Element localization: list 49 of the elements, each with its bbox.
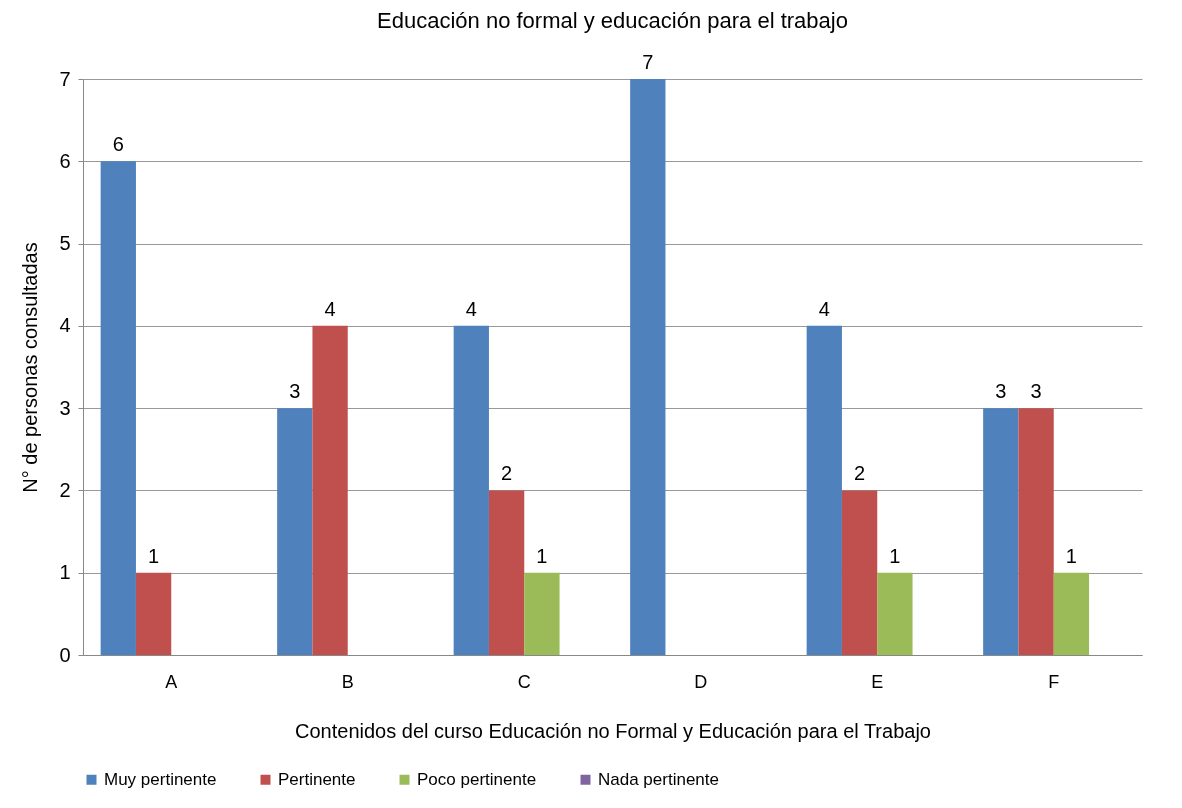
x-tick-label: C [517, 671, 531, 692]
x-tick-label: B [341, 671, 354, 692]
y-tick-label: 2 [59, 478, 71, 501]
chart-title: Educación no formal y educación para el trabajo [377, 8, 848, 33]
data-label: 3 [1030, 380, 1042, 403]
y-axis-title: N° de personas consultadas [19, 242, 42, 493]
data-label: 1 [536, 544, 548, 567]
bar [524, 572, 560, 655]
y-tick-label: 7 [59, 67, 71, 90]
y-tick-label: 5 [59, 232, 71, 255]
data-label: 4 [465, 297, 477, 320]
data-label: 7 [642, 51, 654, 73]
data-label: 2 [854, 462, 866, 485]
bar [100, 161, 136, 655]
bar [877, 572, 913, 655]
data-label: 3 [289, 380, 301, 403]
legend-label: Muy pertinente [104, 769, 217, 789]
data-label: 1 [889, 544, 901, 567]
bar [488, 490, 525, 655]
x-tick-label: F [1048, 671, 1060, 692]
data-label: 4 [818, 297, 830, 320]
x-tick-label: D [694, 671, 708, 692]
x-tick-label: E [871, 671, 884, 692]
data-label: 1 [1065, 544, 1077, 567]
y-tick-label: 4 [59, 314, 71, 337]
bar [1018, 408, 1054, 655]
bar [277, 408, 313, 655]
bar [806, 325, 842, 655]
y-tick-label: 1 [59, 561, 71, 584]
bar [135, 572, 172, 655]
bar [983, 408, 1019, 655]
bar [312, 325, 348, 655]
x-axis-title: Contenidos del curso Educación no Formal y Educación para el Trabajo [295, 719, 931, 742]
data-label: 6 [112, 133, 124, 156]
data-label: 3 [995, 380, 1007, 403]
legend-label: Poco pertinente [417, 769, 537, 789]
y-tick-label: 3 [59, 396, 71, 419]
bar [453, 325, 489, 655]
data-label: 4 [324, 297, 336, 320]
data-label: 1 [148, 544, 160, 567]
legend-label: Pertinente [278, 769, 356, 789]
bar [841, 490, 878, 655]
y-tick-label: 0 [59, 643, 71, 666]
x-tick-label: A [165, 671, 178, 692]
y-tick-label: 6 [59, 149, 71, 172]
bar [630, 79, 666, 655]
bar [1053, 572, 1090, 655]
legend-label: Nada pertinente [598, 769, 719, 789]
data-label: 2 [501, 462, 513, 485]
